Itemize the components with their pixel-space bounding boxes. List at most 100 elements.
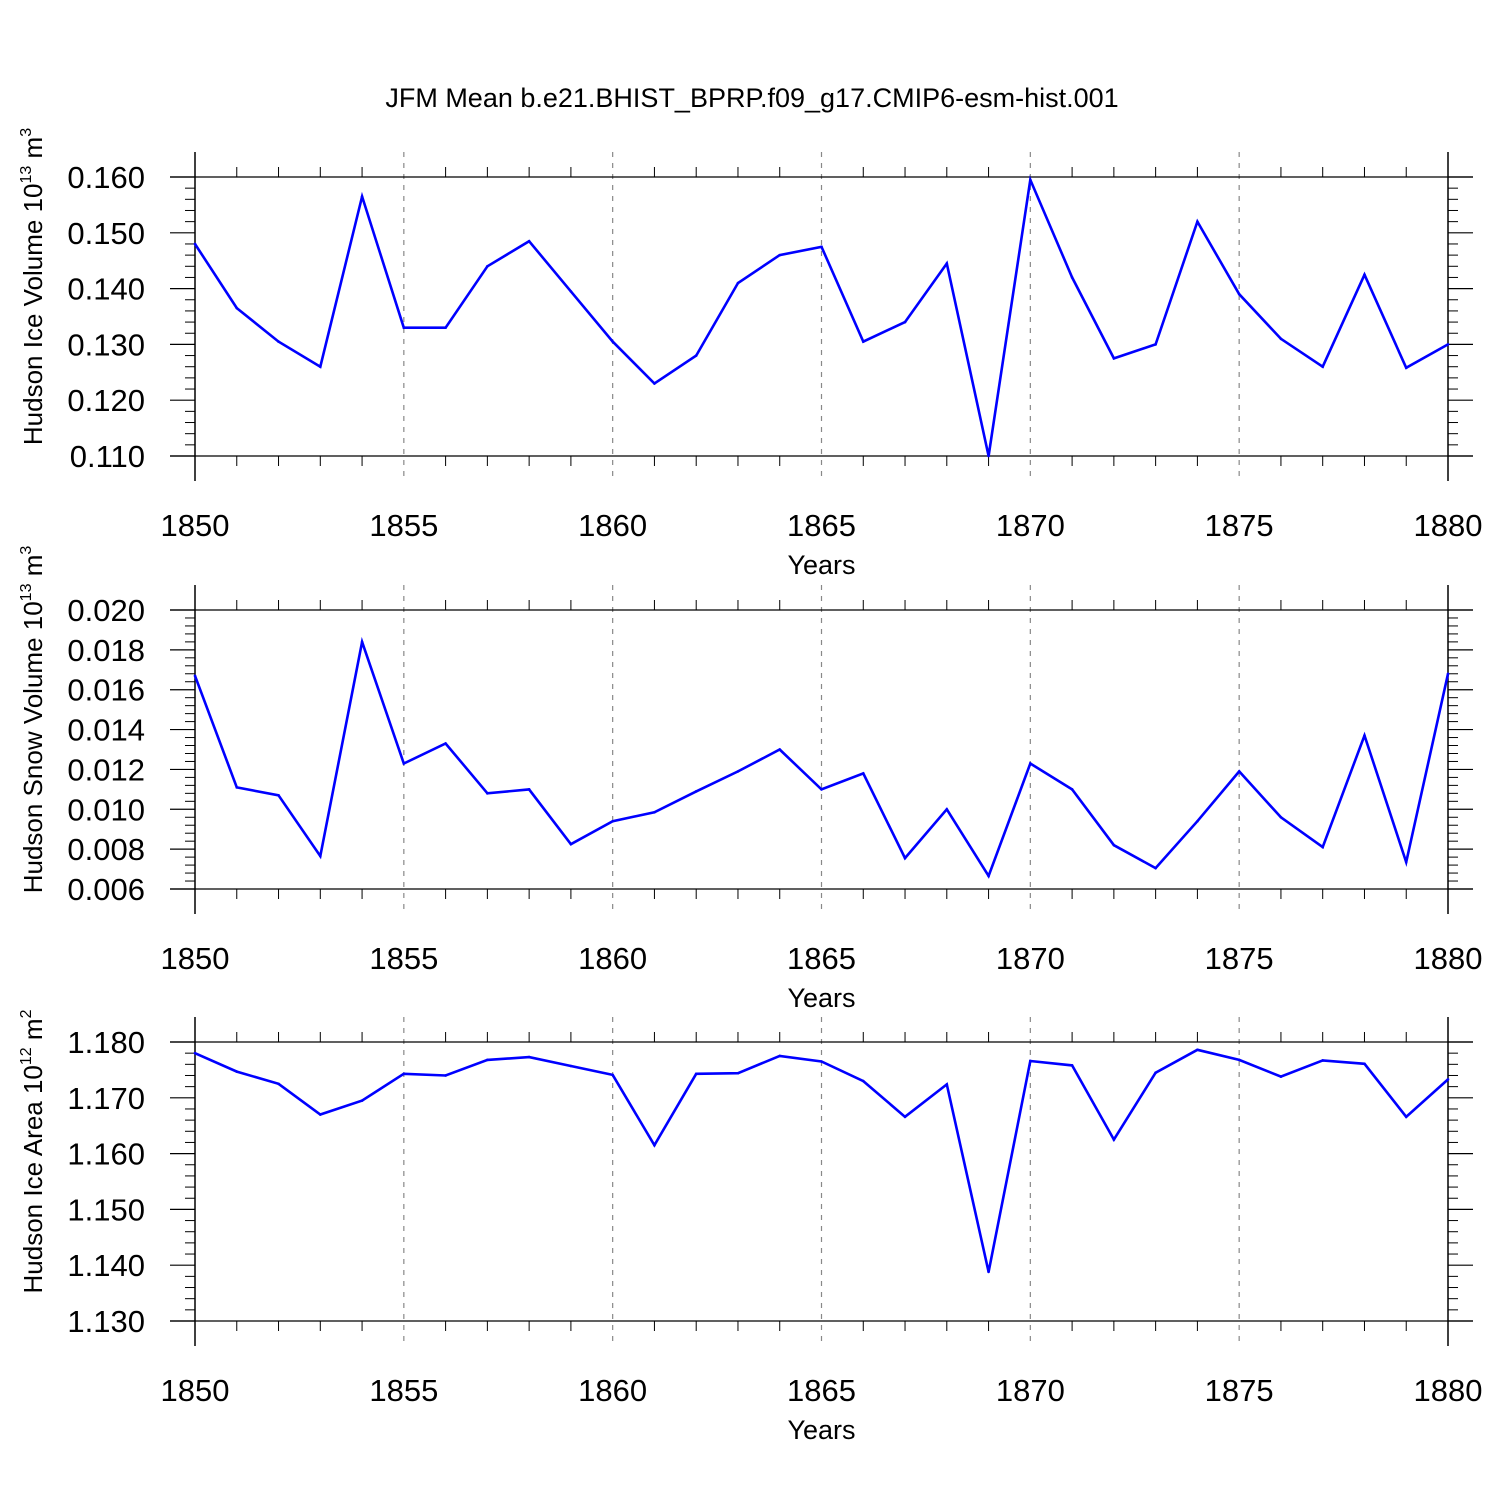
data-point xyxy=(987,874,990,878)
y-tick-label: 1.130 xyxy=(67,1304,145,1339)
data-point xyxy=(444,326,447,329)
data-point xyxy=(1279,815,1283,819)
x-axis-label: Years xyxy=(787,550,855,580)
data-point xyxy=(1404,860,1408,864)
y-tick-label: 1.150 xyxy=(67,1192,145,1227)
y-axis-label-name: Hudson Ice Volume 10 xyxy=(18,183,48,445)
data-point xyxy=(1196,220,1199,223)
x-tick-label: 1860 xyxy=(578,941,647,976)
data-point xyxy=(861,772,865,775)
data-point xyxy=(694,790,698,793)
data-point xyxy=(319,854,322,858)
data-point xyxy=(193,1051,197,1055)
y-tick-label: 0.120 xyxy=(67,383,145,418)
data-point xyxy=(527,1055,531,1059)
y-axis-label-exponent: 13 xyxy=(18,583,35,601)
y-axis-label-name: Hudson Snow Volume 10 xyxy=(18,601,48,893)
panel-1: 0.110 0.120 0.130 0.140 0.150 0.160 1850 1855 18… xyxy=(18,128,1482,580)
x-tick-label: 1880 xyxy=(1414,508,1483,543)
y-axis-label-unit: m xyxy=(18,137,48,166)
data-point xyxy=(820,788,823,791)
y-axis-label-exponent: 13 xyxy=(18,166,35,184)
x-tick-label: 1870 xyxy=(996,941,1065,976)
y-tick-label: 0.010 xyxy=(67,792,145,827)
x-tick-label: 1875 xyxy=(1205,1373,1274,1408)
data-point xyxy=(1154,866,1157,870)
x-tick-label: 1850 xyxy=(161,941,230,976)
x-tick-label: 1870 xyxy=(996,1373,1065,1408)
x-tick-label: 1865 xyxy=(787,1373,856,1408)
y-axis-label: Hudson Snow Volume 1013 m3 xyxy=(18,546,48,894)
data-point xyxy=(694,354,698,357)
data-point xyxy=(736,1071,740,1075)
panels: 0.110 0.120 0.130 0.140 0.150 0.160 1850 1855 18… xyxy=(18,128,1482,1445)
x-tick-label: 1850 xyxy=(161,508,230,543)
data-point xyxy=(1363,1062,1366,1066)
data-point xyxy=(1070,788,1074,791)
data-point xyxy=(444,742,447,745)
data-point xyxy=(235,306,239,310)
data-point xyxy=(1154,343,1157,346)
data-point xyxy=(527,788,531,791)
data-point xyxy=(1446,1078,1450,1081)
data-point xyxy=(861,1079,865,1083)
data-point xyxy=(360,195,364,198)
data-point xyxy=(1196,1048,1199,1052)
data-point xyxy=(569,1064,573,1068)
data-point xyxy=(360,1099,364,1102)
data-point xyxy=(569,842,573,846)
data-point xyxy=(903,1115,907,1119)
data-point xyxy=(1112,843,1116,847)
data-point xyxy=(277,1082,280,1086)
y-axis-label-unit: m xyxy=(18,1018,48,1047)
data-point xyxy=(653,1143,656,1147)
data-point xyxy=(1446,343,1450,346)
data-point xyxy=(1070,1064,1074,1067)
panel-2: 0.006 0.008 0.010 0.012 0.014 0.016 0.018 0.020… xyxy=(18,546,1482,1013)
y-tick-label: 0.020 xyxy=(67,593,145,628)
data-point xyxy=(1321,845,1324,849)
data-point xyxy=(1029,1059,1032,1063)
data-point xyxy=(1196,819,1199,823)
data-point xyxy=(653,810,656,814)
data-point xyxy=(1154,1071,1157,1074)
data-point xyxy=(820,245,823,249)
data-point xyxy=(945,262,949,265)
y-tick-label: 1.160 xyxy=(67,1137,145,1172)
y-axis-label: Hudson Ice Area 1012 m2 xyxy=(18,1009,48,1293)
y-axis-label-exponent: 12 xyxy=(18,1047,35,1065)
x-tick-label: 1860 xyxy=(578,508,647,543)
x-tick-label: 1870 xyxy=(996,508,1065,543)
y-tick-label: 0.150 xyxy=(67,216,145,251)
data-point xyxy=(486,264,489,268)
y-tick-label: 0.110 xyxy=(70,439,145,474)
data-point xyxy=(1446,672,1450,676)
data-point xyxy=(402,326,406,329)
x-tick-label: 1880 xyxy=(1414,1373,1483,1408)
data-point xyxy=(778,748,782,751)
y-axis-label-power: 3 xyxy=(18,546,35,555)
y-tick-label: 0.130 xyxy=(67,327,145,362)
y-tick-label: 1.180 xyxy=(67,1025,145,1060)
data-point xyxy=(193,674,197,678)
data-point xyxy=(360,640,364,644)
data-point xyxy=(527,239,531,243)
data-point xyxy=(1029,762,1032,765)
data-point xyxy=(903,320,907,324)
y-tick-label: 1.140 xyxy=(67,1248,145,1283)
x-tick-label: 1880 xyxy=(1414,941,1483,976)
data-point xyxy=(778,1054,782,1058)
data-point xyxy=(861,340,865,343)
data-point xyxy=(1279,1075,1283,1078)
y-tick-label: 0.018 xyxy=(67,633,145,668)
data-point xyxy=(945,1083,949,1086)
data-point xyxy=(235,786,239,789)
data-point xyxy=(653,382,656,385)
data-point xyxy=(193,242,197,246)
data-point xyxy=(319,1113,322,1116)
x-tick-label: 1865 xyxy=(787,941,856,976)
data-point xyxy=(987,454,990,458)
data-point xyxy=(1321,365,1324,369)
y-tick-label: 0.160 xyxy=(67,160,145,195)
